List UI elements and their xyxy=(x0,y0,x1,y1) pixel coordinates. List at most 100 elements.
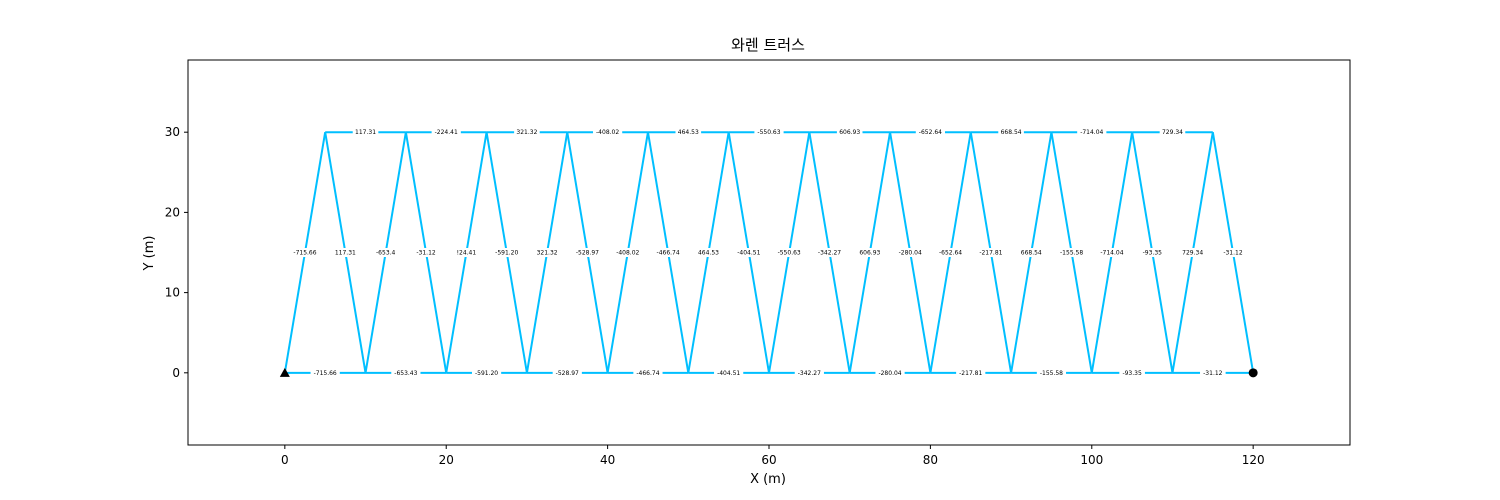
force-value: 117.31 xyxy=(335,250,356,257)
member-force-label: -466.74 xyxy=(653,248,683,257)
force-value: -652.64 xyxy=(919,129,942,136)
x-tick-label: 20 xyxy=(439,453,454,467)
label-background xyxy=(774,248,804,257)
y-axis: 0 10 20 30 xyxy=(165,125,188,380)
member-force-label: 464.53 xyxy=(695,248,722,257)
label-background xyxy=(1057,248,1087,257)
label-background xyxy=(814,248,845,257)
member-force-label: 729.34 xyxy=(1159,127,1186,137)
label-background xyxy=(976,248,1006,257)
label-background xyxy=(453,248,480,257)
member-force-label: -93.35 xyxy=(1139,248,1166,257)
label-background xyxy=(471,368,502,378)
label-background xyxy=(534,248,560,257)
label-background xyxy=(310,368,340,378)
y-axis-label: Y (m) xyxy=(142,236,157,272)
force-value: 606.93 xyxy=(859,250,880,257)
label-background xyxy=(695,248,722,257)
force-value: -466.74 xyxy=(657,250,680,257)
label-background xyxy=(857,248,883,257)
member-force-label: -652.64 xyxy=(915,127,945,137)
member-force-label: -550.63 xyxy=(774,248,804,257)
member-force-label: -404.51 xyxy=(734,248,764,257)
force-value: -217.81 xyxy=(979,250,1002,257)
member-force-label: -280.04 xyxy=(875,368,905,378)
member-force-label: -342.27 xyxy=(794,368,824,378)
label-background xyxy=(1220,248,1246,257)
member-force-label: -528.97 xyxy=(572,248,603,257)
label-background xyxy=(1097,248,1127,257)
label-background xyxy=(572,248,603,257)
force-value: -528.97 xyxy=(556,370,579,377)
force-value: -528.97 xyxy=(576,250,599,257)
label-background xyxy=(675,127,702,137)
force-value: -408.02 xyxy=(596,129,619,136)
force-value: 321.32 xyxy=(516,129,537,136)
member-force-label: 117.31 xyxy=(352,127,379,137)
label-background xyxy=(290,248,320,257)
member-force-label: -280.04 xyxy=(895,248,925,257)
force-value: -217.81 xyxy=(959,370,982,377)
y-tick-label: 30 xyxy=(165,125,180,139)
force-value: -653.43 xyxy=(394,370,417,377)
member-force-label: -404.51 xyxy=(714,368,744,378)
force-value: -550.63 xyxy=(757,129,780,136)
force-value: -591.20 xyxy=(495,250,518,257)
member-force-label: 464.53 xyxy=(675,127,702,137)
force-value: -466.74 xyxy=(636,370,659,377)
label-background xyxy=(998,127,1024,137)
member-force-label: 321.32 xyxy=(534,248,560,257)
label-background xyxy=(593,127,623,137)
label-background xyxy=(754,127,784,137)
x-tick-label: 40 xyxy=(600,453,615,467)
force-value: -404.51 xyxy=(737,250,760,257)
x-axis: 0 20 40 60 80 100 120 xyxy=(281,445,1265,467)
label-background xyxy=(552,368,582,378)
force-value: -408.02 xyxy=(616,250,639,257)
force-value: -31.12 xyxy=(416,250,436,257)
label-background xyxy=(1018,248,1045,257)
force-value: 729.34 xyxy=(1162,129,1183,136)
label-background xyxy=(514,127,540,137)
force-value: -591.20 xyxy=(475,370,498,377)
member-force-label: 668.54 xyxy=(998,127,1024,137)
member-force-label: -653.43 xyxy=(391,368,421,378)
force-value: -280.04 xyxy=(899,250,922,257)
y-tick-label: 20 xyxy=(165,205,180,219)
force-value: -715.66 xyxy=(293,250,316,257)
label-background xyxy=(836,127,863,137)
label-background xyxy=(895,248,925,257)
member-force-label: -31.12 xyxy=(1200,368,1226,378)
force-value: -31.12 xyxy=(1223,250,1243,257)
x-tick-label: 0 xyxy=(281,453,289,467)
label-background xyxy=(332,248,359,257)
force-value: -280.04 xyxy=(878,370,901,377)
label-background xyxy=(714,368,744,378)
member-force-label: -714.04 xyxy=(1077,127,1107,137)
force-value: -224.41 xyxy=(435,129,458,136)
member-force-label: -93.35 xyxy=(1119,368,1145,378)
force-value: 321.32 xyxy=(537,250,558,257)
member-force-label: -653.4 xyxy=(372,248,399,257)
member-force-label: !24.41 xyxy=(453,248,480,257)
member-force-label: -217.81 xyxy=(956,368,986,378)
member-force-label: -342.27 xyxy=(814,248,845,257)
axes-frame xyxy=(187,59,1351,446)
member-force-label: -217.81 xyxy=(976,248,1006,257)
label-background xyxy=(794,368,824,378)
y-tick-label: 10 xyxy=(165,286,180,300)
force-value: 606.93 xyxy=(839,129,860,136)
force-value: -155.58 xyxy=(1040,370,1063,377)
force-value: -93.35 xyxy=(1143,250,1163,257)
plot-area: -715.66 -653.43 -591.20 -528.97 -466.74 -404.… xyxy=(279,127,1258,378)
label-background xyxy=(431,127,461,137)
member-force-label: -715.66 xyxy=(310,368,340,378)
member-force-label: 606.93 xyxy=(857,248,883,257)
x-tick-label: 120 xyxy=(1242,453,1265,467)
label-background xyxy=(1036,368,1067,378)
force-value: !24.41 xyxy=(457,250,477,257)
force-value: -93.35 xyxy=(1122,370,1142,377)
member-force-label: -652.64 xyxy=(935,248,966,257)
force-value: 464.53 xyxy=(698,250,719,257)
